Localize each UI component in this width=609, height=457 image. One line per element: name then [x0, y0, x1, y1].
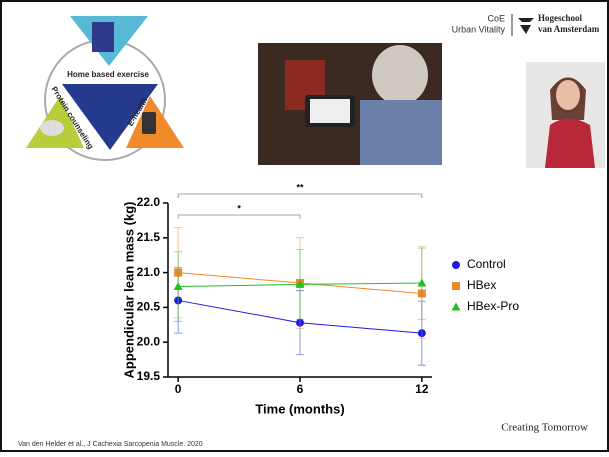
header-text: Hogeschool [538, 13, 582, 23]
y-tick-label: 21.5 [137, 230, 161, 244]
photo-detail [360, 100, 442, 165]
y-axis-title: Appendicular lean mass (kg) [121, 202, 136, 379]
icon [92, 22, 114, 52]
y-tick-label: 21.0 [137, 265, 161, 279]
legend-label: HBex-Pro [467, 299, 519, 313]
y-tick-label: 22.0 [137, 195, 161, 209]
y-tick-label: 19.5 [137, 369, 161, 383]
icon [40, 120, 64, 136]
photo-detail [310, 99, 350, 123]
x-tick-label: 6 [297, 382, 304, 396]
citation: Van den Helder et al., J Cachexia Sarcop… [18, 441, 203, 448]
significance-label: ** [296, 182, 304, 192]
header-text: CoE [487, 13, 505, 23]
slogan: Creating Tomorrow [501, 422, 588, 434]
y-tick-label: 20.5 [137, 300, 161, 314]
header-text: Urban Vitality [452, 24, 506, 34]
photo-detail [372, 45, 428, 105]
diagram-label: Home based exercise [67, 70, 149, 79]
photo [258, 43, 442, 165]
x-axis-title: Time (months) [255, 401, 344, 416]
x-tick-label: 12 [415, 382, 429, 396]
photo-detail [556, 80, 580, 110]
y-tick-label: 20.0 [137, 334, 161, 348]
legend-marker [452, 261, 460, 269]
legend-label: Control [467, 257, 506, 271]
slide: CoE Urban Vitality Hogeschool van Amster… [0, 0, 609, 452]
icon [142, 112, 156, 134]
page: CoE Urban Vitality Hogeschool van Amster… [0, 0, 609, 452]
significance-label: * [237, 203, 241, 213]
legend-label: HBex [467, 278, 496, 292]
legend-marker [452, 282, 460, 290]
photo-detail [545, 119, 595, 169]
portrait [526, 62, 605, 168]
x-tick-label: 0 [175, 382, 182, 396]
header-text: van Amsterdam [538, 24, 600, 34]
